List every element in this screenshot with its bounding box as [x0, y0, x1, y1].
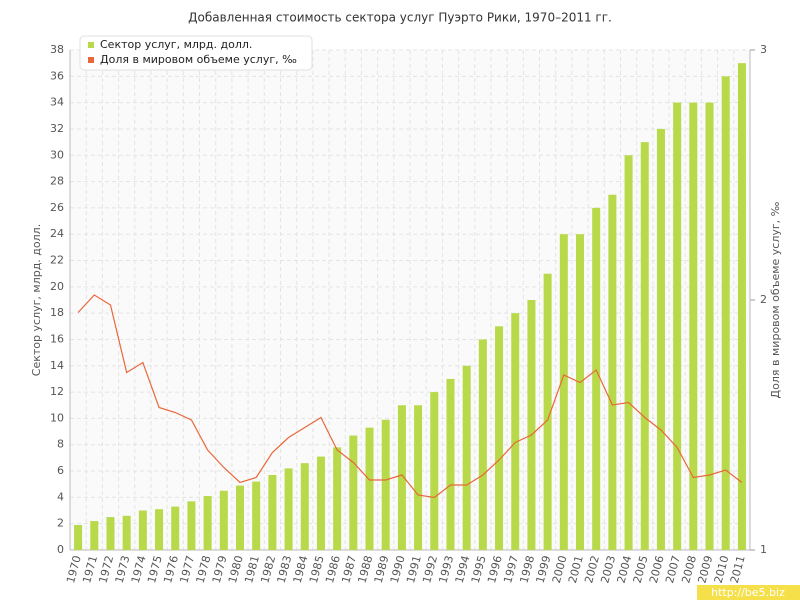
bar — [397, 405, 406, 550]
bar — [365, 427, 374, 550]
legend-swatch — [88, 42, 94, 48]
bar — [90, 521, 99, 550]
bar — [122, 515, 131, 550]
y2-tick-label: 1 — [760, 543, 767, 556]
bar — [624, 155, 633, 550]
bar — [138, 510, 147, 550]
watermark-bg — [697, 585, 800, 600]
bar — [495, 326, 504, 550]
legend-swatch — [88, 57, 94, 63]
bar — [592, 207, 601, 551]
bar — [316, 456, 325, 550]
y2-tick-label: 2 — [760, 293, 767, 306]
y-tick-label: 2 — [57, 517, 64, 530]
bar — [478, 339, 487, 550]
bar — [381, 419, 390, 550]
y-tick-label: 20 — [50, 280, 64, 293]
y-tick-label: 24 — [50, 227, 64, 240]
y-tick-label: 38 — [50, 43, 64, 56]
bar — [462, 365, 471, 550]
bar — [414, 405, 423, 550]
bar — [236, 485, 244, 550]
y-tick-label: 26 — [50, 201, 64, 214]
y-tick-label: 6 — [57, 464, 64, 477]
y-tick-label: 8 — [57, 438, 64, 451]
bar — [543, 273, 552, 550]
bar — [268, 475, 277, 550]
y2-tick-label: 3 — [760, 43, 767, 56]
legend-label: Доля в мировом объеме услуг, ‰ — [100, 53, 297, 66]
y-tick-label: 10 — [50, 411, 64, 424]
bar — [349, 435, 358, 550]
y-tick-label: 4 — [57, 490, 64, 503]
y-tick-label: 14 — [50, 359, 64, 372]
line — [77, 294, 743, 499]
bar — [155, 509, 164, 550]
y-tick-label: 34 — [50, 96, 64, 109]
bar — [559, 234, 568, 551]
bar — [737, 63, 746, 550]
y-tick-label: 30 — [50, 148, 64, 161]
bar — [511, 313, 520, 550]
bar — [705, 102, 714, 550]
bar — [106, 517, 115, 550]
bar — [187, 501, 196, 550]
bar — [284, 468, 293, 550]
bar — [446, 378, 455, 550]
bar — [527, 300, 536, 550]
bar — [252, 481, 261, 550]
legend-label: Сектор услуг, млрд. долл. — [100, 38, 252, 51]
y2-axis-title: Доля в мировом объеме услуг, ‰ — [769, 201, 782, 398]
bar — [640, 142, 649, 550]
bar — [74, 525, 83, 550]
bar — [300, 463, 309, 550]
chart-title: Добавленная стоимость сектора услуг Пуэр… — [188, 11, 612, 25]
legend-box — [79, 35, 313, 71]
bar — [171, 506, 180, 550]
bar — [430, 392, 439, 550]
y-tick-label: 0 — [57, 543, 64, 556]
y-tick-label: 36 — [50, 69, 64, 82]
bar — [219, 490, 228, 550]
bar — [673, 102, 682, 550]
y-tick-label: 16 — [50, 332, 64, 345]
bar — [721, 76, 730, 550]
watermark: http://be5.biz — [711, 586, 785, 599]
y-tick-label: 22 — [50, 254, 64, 267]
bar — [333, 447, 342, 550]
bar — [608, 194, 617, 550]
bar — [203, 496, 212, 550]
y-tick-label: 18 — [50, 306, 64, 319]
bar — [689, 102, 698, 550]
y-tick-label: 28 — [50, 175, 64, 188]
y-axis-title: Сектор услуг, млрд. долл. — [30, 224, 43, 376]
bar — [656, 128, 665, 550]
legend: Сектор услуг, млрд. долл. Доля в мировом … — [79, 35, 313, 71]
y-tick-label: 12 — [50, 385, 64, 398]
y-tick-label: 32 — [50, 122, 64, 135]
bar — [576, 234, 584, 551]
